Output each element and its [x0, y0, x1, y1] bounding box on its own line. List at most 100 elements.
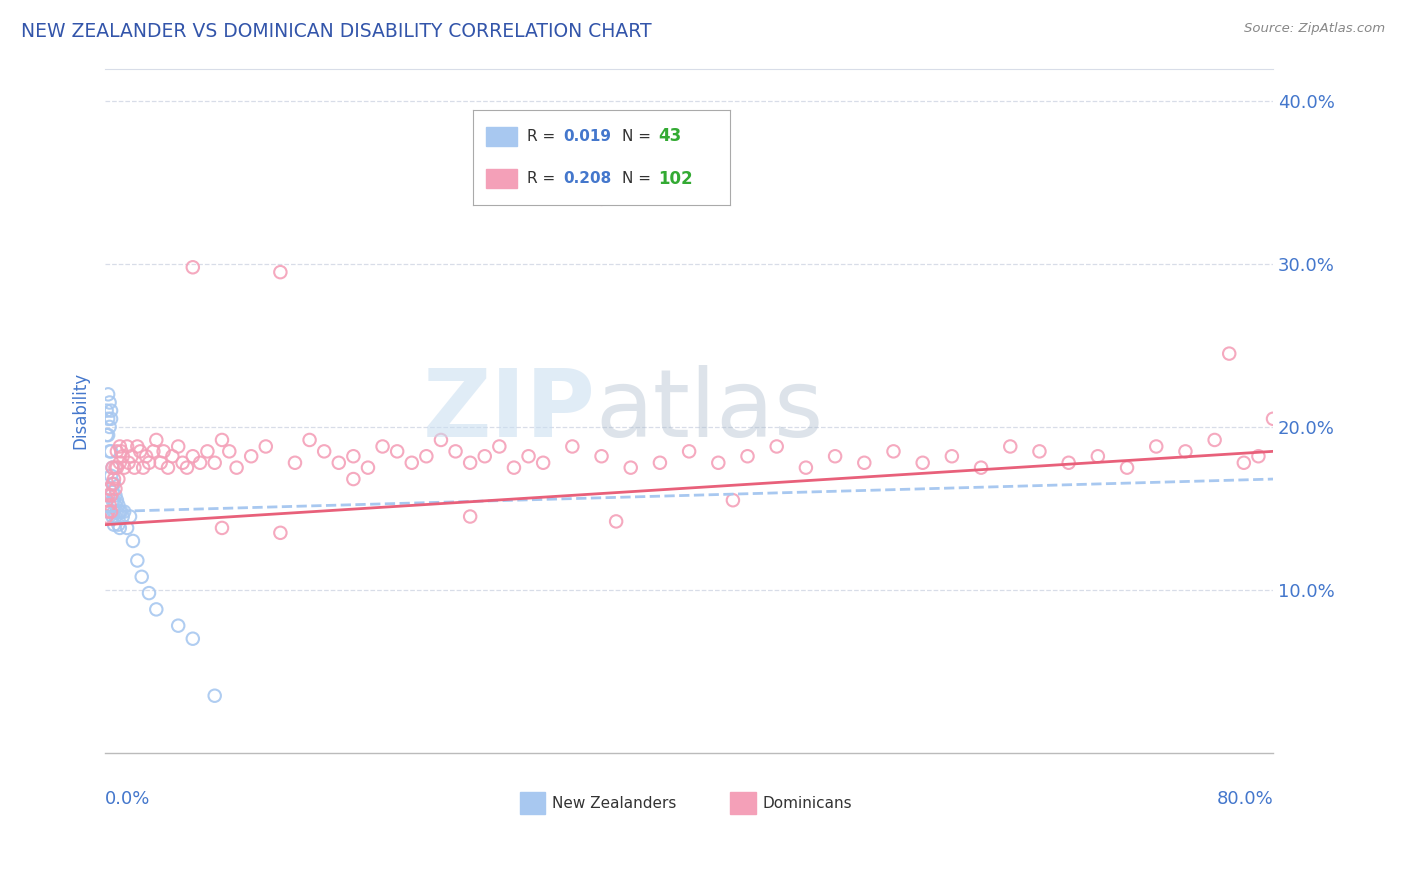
Point — [100, 403, 122, 417]
Point — [96, 428, 118, 442]
Point — [111, 509, 134, 524]
Point — [1247, 449, 1270, 463]
Point — [488, 440, 510, 454]
Point — [269, 525, 291, 540]
Point — [108, 521, 131, 535]
Point — [156, 460, 179, 475]
Point — [107, 498, 129, 512]
Point — [104, 498, 127, 512]
Point — [342, 472, 364, 486]
Point — [127, 553, 149, 567]
Point — [181, 449, 204, 463]
Point — [145, 602, 167, 616]
Point — [941, 449, 963, 463]
Point — [97, 488, 120, 502]
Point — [122, 533, 145, 548]
Point — [882, 444, 904, 458]
Point — [105, 444, 128, 458]
Point — [1218, 346, 1240, 360]
Point — [97, 505, 120, 519]
Point — [98, 498, 121, 512]
Point — [254, 440, 277, 454]
Point — [97, 428, 120, 442]
Text: New Zealanders: New Zealanders — [553, 796, 676, 811]
Point — [127, 440, 149, 454]
Point — [342, 449, 364, 463]
Point — [503, 460, 526, 475]
Point — [100, 468, 122, 483]
Point — [105, 505, 128, 519]
Point — [284, 456, 307, 470]
Point — [401, 456, 423, 470]
Point — [176, 460, 198, 475]
Point — [225, 460, 247, 475]
Point — [108, 456, 131, 470]
Point — [138, 456, 160, 470]
Point — [970, 460, 993, 475]
Point — [415, 449, 437, 463]
Point — [105, 493, 128, 508]
Bar — [520, 792, 546, 814]
Point — [107, 517, 129, 532]
Point — [103, 505, 125, 519]
Point — [97, 387, 120, 401]
Point — [218, 444, 240, 458]
Point — [474, 449, 496, 463]
Point — [824, 449, 846, 463]
Point — [328, 456, 350, 470]
Point — [385, 444, 408, 458]
Text: atlas: atlas — [596, 365, 824, 457]
Point — [152, 444, 174, 458]
Point — [142, 444, 165, 458]
Point — [112, 505, 135, 519]
Point — [98, 420, 121, 434]
Point — [1057, 456, 1080, 470]
Point — [204, 456, 226, 470]
Point — [794, 460, 817, 475]
Point — [531, 456, 554, 470]
Point — [96, 509, 118, 524]
Point — [620, 460, 643, 475]
Text: 0.0%: 0.0% — [105, 790, 150, 808]
Point — [100, 488, 122, 502]
Point — [853, 456, 876, 470]
Point — [118, 509, 141, 524]
Point — [204, 689, 226, 703]
Point — [765, 440, 787, 454]
Point — [1087, 449, 1109, 463]
Point — [911, 456, 934, 470]
Point — [737, 449, 759, 463]
Point — [101, 477, 124, 491]
Point — [1116, 460, 1139, 475]
Point — [561, 440, 583, 454]
Point — [172, 456, 194, 470]
Point — [167, 618, 190, 632]
Point — [444, 444, 467, 458]
Point — [1144, 440, 1167, 454]
Point — [167, 440, 190, 454]
Point — [707, 456, 730, 470]
Point — [110, 444, 132, 458]
Point — [103, 493, 125, 508]
Point — [357, 460, 380, 475]
Point — [104, 509, 127, 524]
Point — [458, 456, 481, 470]
Text: ZIP: ZIP — [423, 365, 596, 457]
Point — [1174, 444, 1197, 458]
Point — [124, 460, 146, 475]
Point — [132, 460, 155, 475]
Point — [211, 433, 233, 447]
Point — [591, 449, 613, 463]
Point — [121, 449, 143, 463]
Point — [111, 449, 134, 463]
Point — [298, 433, 321, 447]
Point — [149, 456, 172, 470]
Point — [98, 482, 121, 496]
Point — [211, 521, 233, 535]
Point — [591, 192, 613, 206]
Point — [605, 515, 627, 529]
Point — [103, 477, 125, 491]
Point — [117, 456, 139, 470]
Point — [101, 477, 124, 491]
Point — [101, 493, 124, 508]
